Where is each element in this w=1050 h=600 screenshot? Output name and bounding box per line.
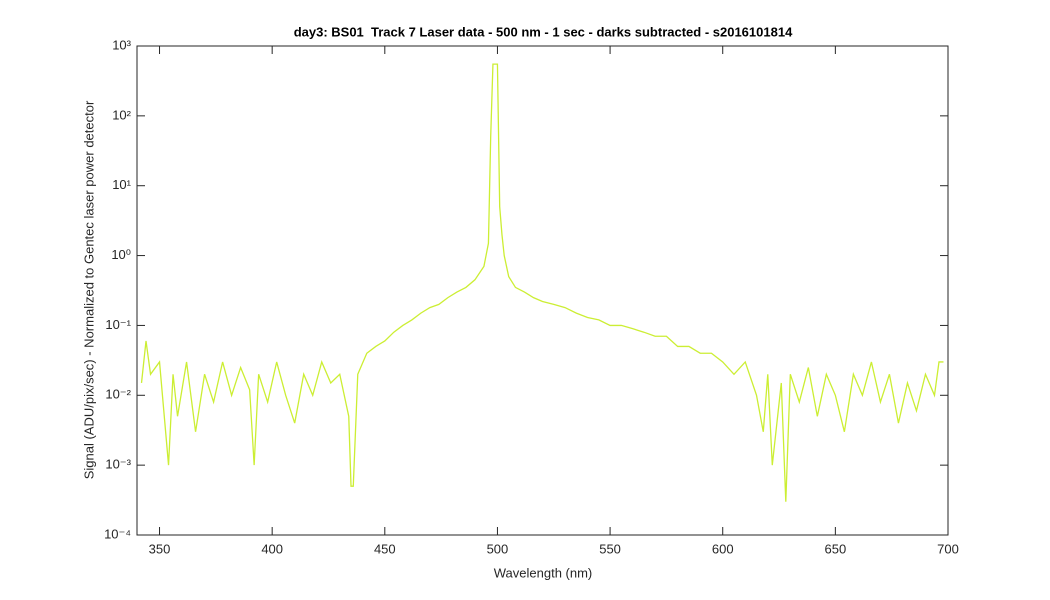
x-tick-label: 400 [261, 541, 283, 556]
y-tick-label: 10⁻⁴ [104, 526, 131, 541]
data-line [140, 63, 944, 502]
y-tick-label: 10⁰ [111, 247, 131, 262]
y-tick-label: 10⁻³ [105, 457, 131, 472]
x-tick-label: 450 [374, 541, 396, 556]
y-tick-label: 10³ [112, 37, 131, 52]
x-tick-label: 650 [825, 541, 847, 556]
x-tick-label: 500 [487, 541, 509, 556]
y-axis-label: Signal (ADU/pix/sec) - Normalized to Gen… [81, 100, 96, 479]
x-tick-label: 700 [937, 541, 959, 556]
y-tick-label: 10⁻² [105, 387, 131, 402]
axes-box [136, 45, 949, 536]
x-axis-label: Wavelength (nm) [494, 565, 593, 580]
y-tick-label: 10¹ [112, 177, 131, 192]
chart-title: day3: BS01 Track 7 Laser data - 500 nm -… [294, 24, 793, 39]
y-tick-label: 10² [112, 107, 131, 122]
x-tick-label: 600 [712, 541, 734, 556]
x-tick-label: 350 [149, 541, 171, 556]
x-tick-label: 550 [599, 541, 621, 556]
y-tick-label: 10⁻¹ [105, 317, 131, 332]
